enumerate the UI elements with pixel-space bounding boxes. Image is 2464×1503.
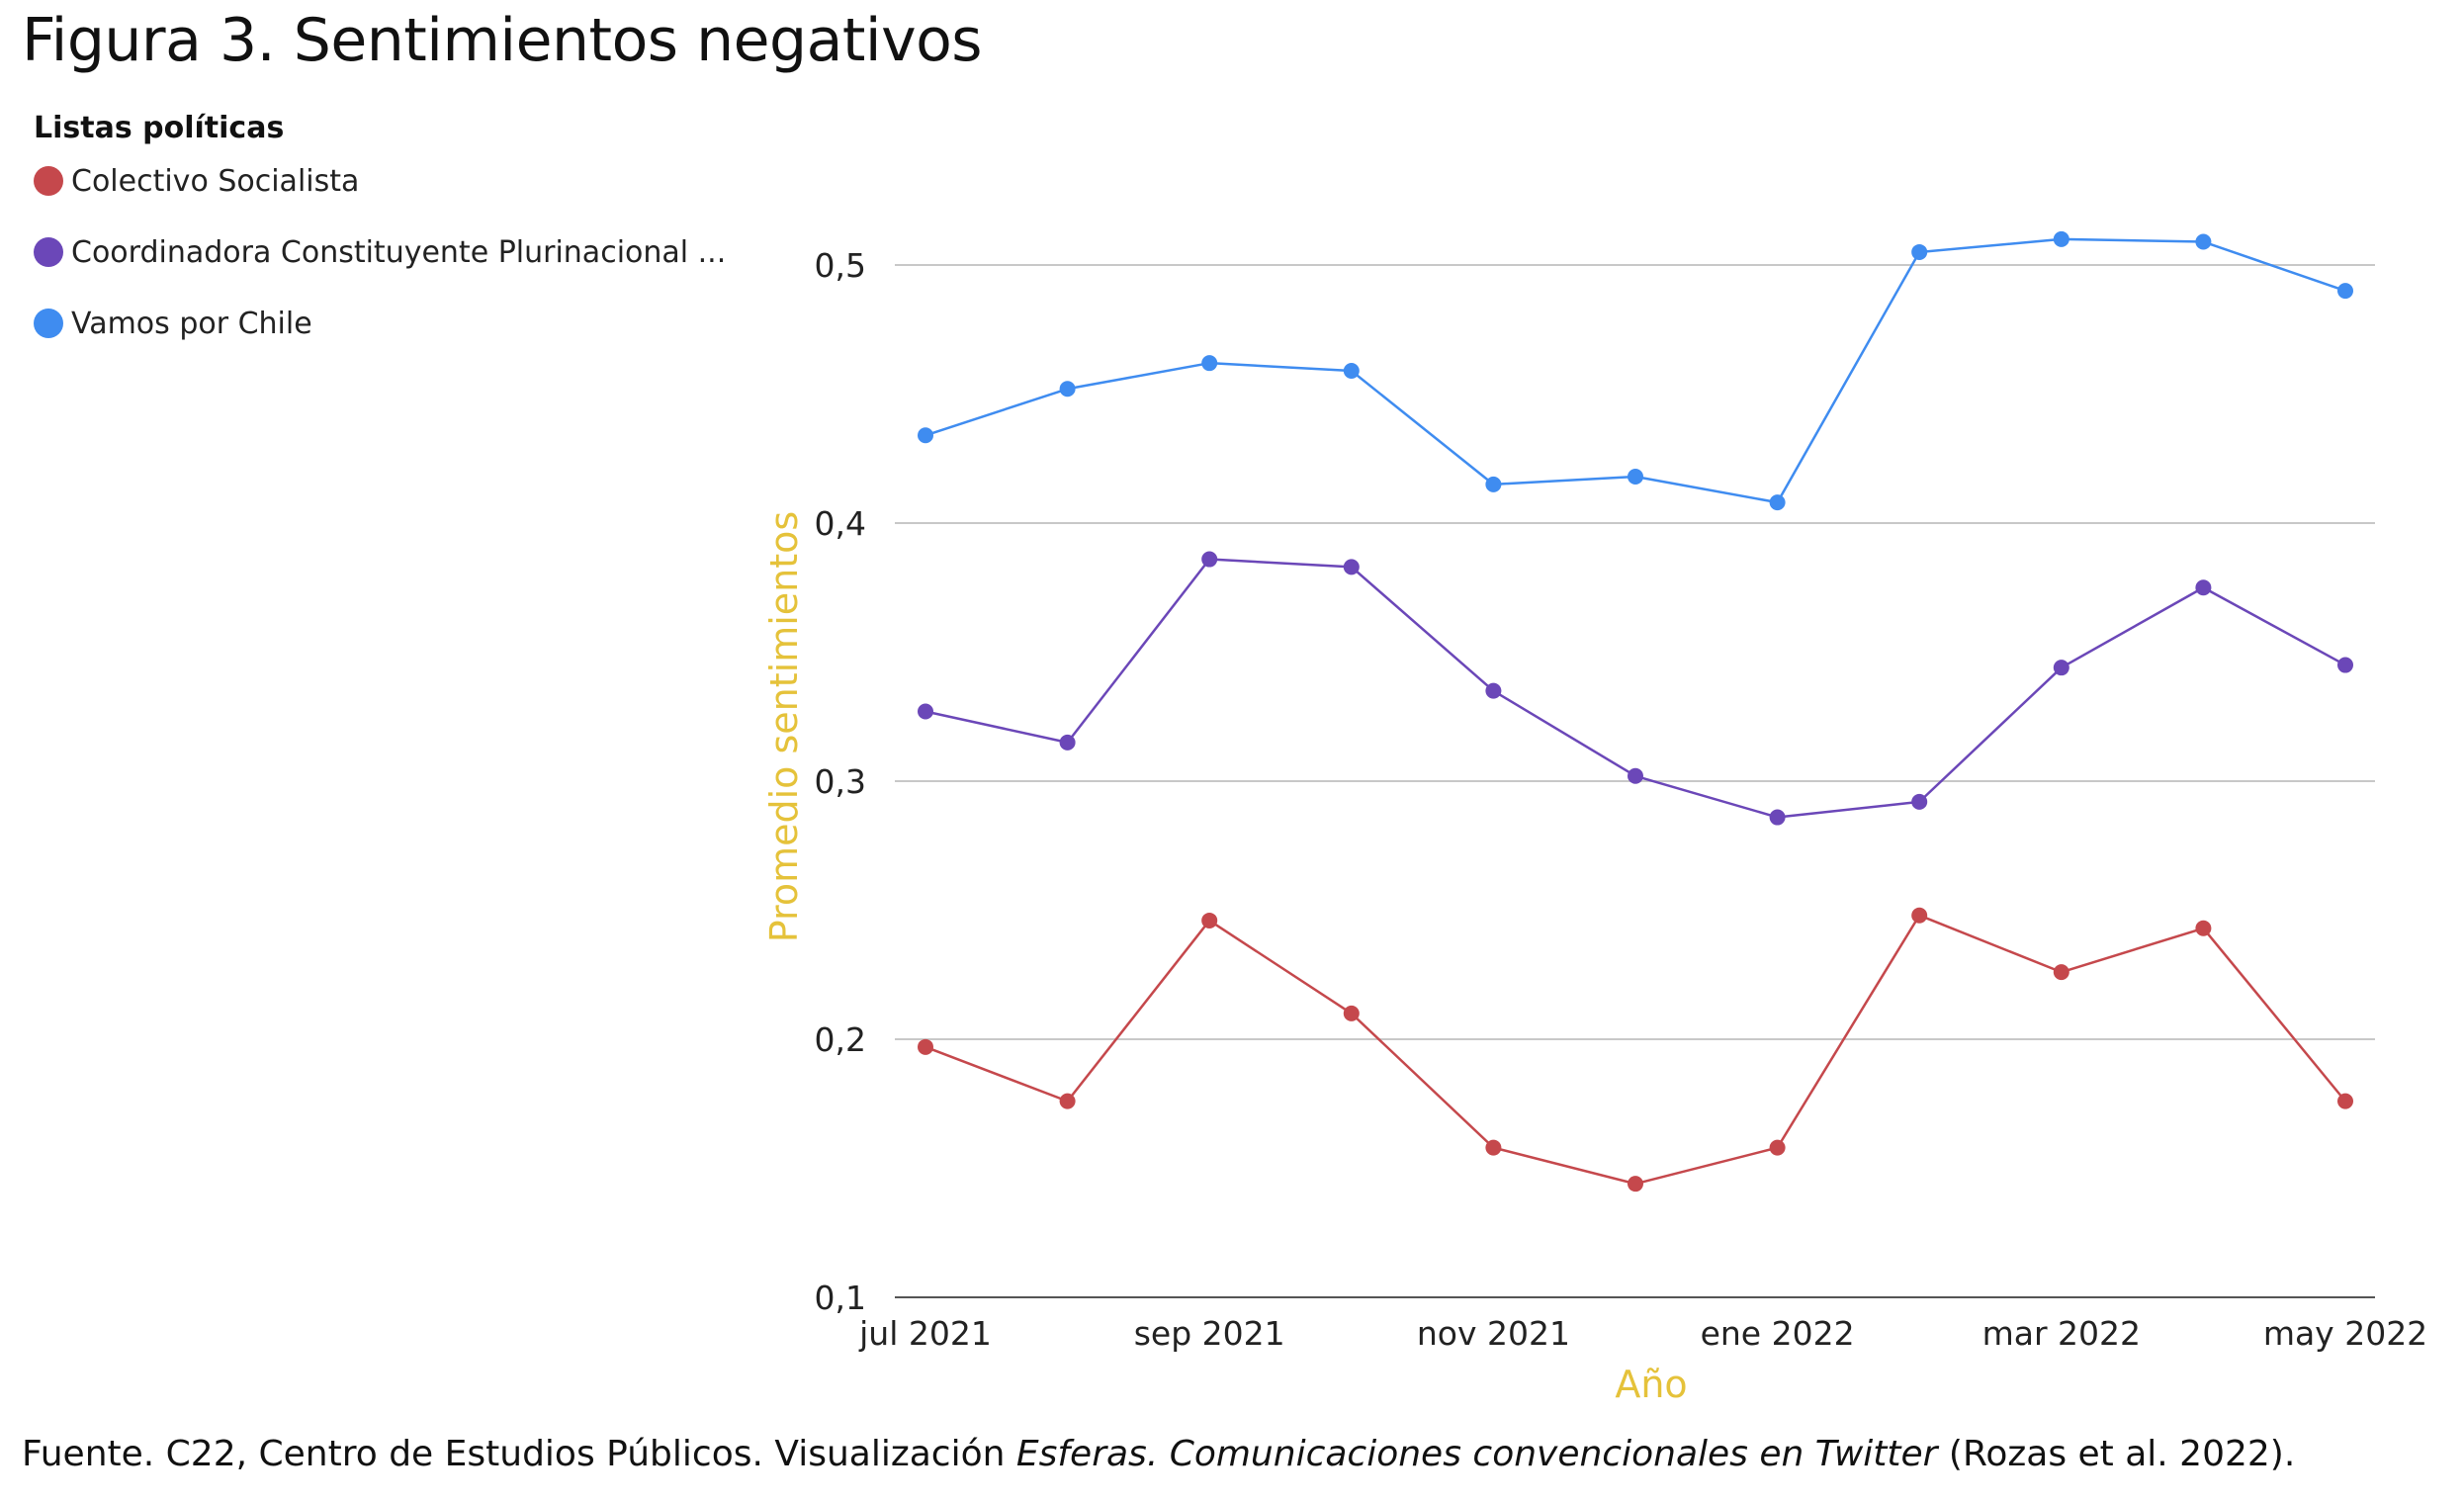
data-point xyxy=(1059,381,1076,398)
y-tick-label: 0,5 xyxy=(815,246,866,285)
data-point xyxy=(2053,660,2069,676)
legend-item-colectivo-socialista[interactable]: Colectivo Socialista xyxy=(34,163,726,199)
data-point xyxy=(2337,1093,2353,1109)
data-point xyxy=(1059,734,1076,751)
data-point xyxy=(1769,809,1786,826)
data-point xyxy=(1769,494,1786,511)
data-point xyxy=(1059,1093,1076,1109)
x-axis-title: Año xyxy=(1615,1363,1687,1406)
data-point xyxy=(1343,559,1360,575)
data-point xyxy=(1628,469,1643,486)
legend: Listas políticas Colectivo Socialista Co… xyxy=(34,111,726,377)
data-point xyxy=(1343,363,1360,380)
figure-title: Figura 3. Sentimientos negativos xyxy=(22,6,983,75)
data-point xyxy=(2337,657,2353,673)
x-tick-label: sep 2021 xyxy=(1134,1314,1285,1353)
x-tick-label: nov 2021 xyxy=(1417,1314,1570,1353)
data-point xyxy=(2053,964,2069,981)
legend-label: Vamos por Chile xyxy=(71,306,312,341)
y-tick-label: 0,1 xyxy=(815,1279,866,1317)
data-point xyxy=(2053,230,2069,247)
data-point xyxy=(2337,283,2353,300)
y-tick-label: 0,4 xyxy=(815,504,866,543)
legend-dot-icon xyxy=(34,166,63,196)
x-axis-ticks: jul 2021 sep 2021 nov 2021 ene 2022 mar 2022… xyxy=(858,1314,2427,1353)
legend-label: Coordinadora Constituyente Plurinacional… xyxy=(71,234,727,270)
data-point xyxy=(1911,793,1928,810)
data-point xyxy=(1485,1139,1502,1156)
data-point xyxy=(2195,233,2212,250)
y-axis-title: Promedio sentimientos xyxy=(762,511,806,942)
legend-label: Colectivo Socialista xyxy=(71,163,360,199)
legend-dot-icon xyxy=(34,237,63,267)
data-point xyxy=(1201,355,1218,372)
data-point xyxy=(1201,912,1218,928)
y-tick-label: 0,2 xyxy=(815,1020,866,1059)
x-tick-label: jul 2021 xyxy=(858,1314,992,1353)
data-point xyxy=(2195,920,2212,936)
source-italic: Esferas. Comunicaciones convencionales e… xyxy=(1015,1434,1938,1474)
data-point xyxy=(1485,682,1502,699)
data-point xyxy=(1628,767,1643,784)
data-point xyxy=(2195,579,2212,596)
y-axis-ticks: 0,1 0,2 0,3 0,4 0,5 xyxy=(815,246,866,1317)
source-prefix: Fuente. C22, Centro de Estudios Públicos… xyxy=(22,1434,1016,1474)
data-point xyxy=(918,427,933,444)
data-point xyxy=(918,1038,933,1055)
series-layer xyxy=(918,230,2353,1193)
series-line-0 xyxy=(924,914,2346,1186)
legend-dot-icon xyxy=(34,309,63,338)
legend-item-vamos-por-chile[interactable]: Vamos por Chile xyxy=(34,306,726,341)
legend-title: Listas políticas xyxy=(34,111,285,145)
x-tick-label: ene 2022 xyxy=(1701,1314,1855,1353)
source-caption: Fuente. C22, Centro de Estudios Públicos… xyxy=(22,1434,2295,1474)
data-point xyxy=(1911,243,1928,260)
data-point xyxy=(1628,1176,1643,1193)
source-suffix: (Rozas et al. 2022). xyxy=(1937,1434,2296,1474)
data-point xyxy=(1769,1139,1786,1156)
line-chart: 0,1 0,2 0,3 0,4 0,5 jul 2021 sep 2021 nov 2021… xyxy=(762,230,2427,1406)
x-tick-label: mar 2022 xyxy=(1982,1314,2141,1353)
data-point xyxy=(1485,476,1502,492)
y-tick-label: 0,3 xyxy=(815,762,866,801)
series-line-2 xyxy=(924,237,2346,504)
x-tick-label: may 2022 xyxy=(2263,1314,2427,1353)
data-point xyxy=(1343,1005,1360,1021)
legend-item-coordinadora[interactable]: Coordinadora Constituyente Plurinacional… xyxy=(34,234,726,270)
data-point xyxy=(918,703,933,720)
data-point xyxy=(1911,907,1928,924)
data-point xyxy=(1201,551,1218,568)
